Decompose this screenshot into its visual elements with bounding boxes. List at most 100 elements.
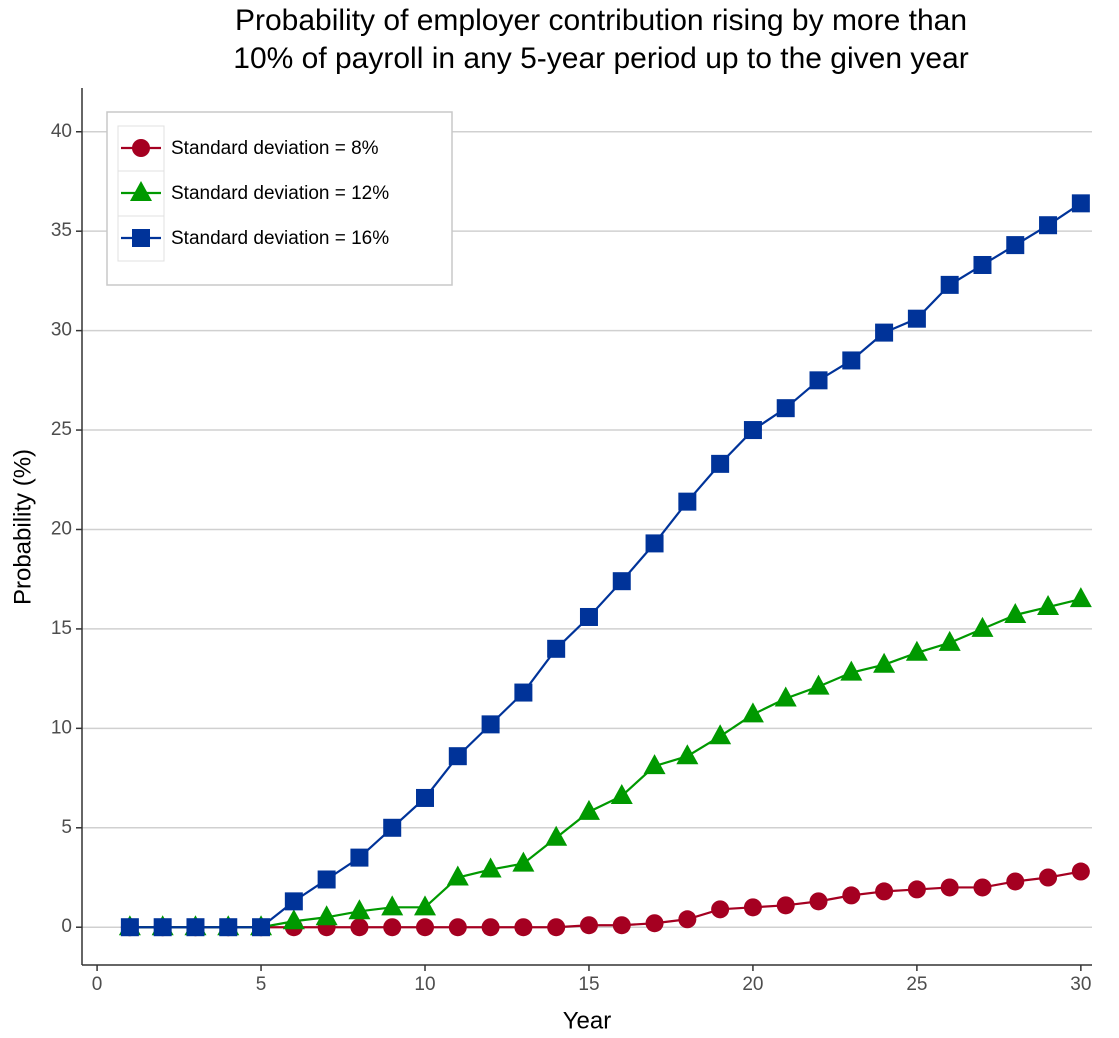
marker: [645, 914, 664, 933]
marker: [381, 895, 404, 916]
series-line: [129, 598, 1082, 929]
x-tick-label: 10: [414, 974, 435, 995]
y-tick-label: 35: [51, 220, 72, 241]
x-tick-label: 0: [92, 974, 103, 995]
marker: [776, 399, 795, 418]
marker: [807, 674, 830, 695]
marker: [1006, 872, 1025, 891]
marker: [938, 630, 961, 651]
marker: [448, 747, 467, 766]
marker: [383, 818, 402, 837]
marker: [512, 851, 535, 872]
marker: [383, 918, 402, 937]
chart-title: 10% of payroll in any 5-year period up t…: [233, 42, 968, 75]
marker: [282, 909, 305, 930]
marker: [284, 892, 303, 911]
marker: [840, 660, 863, 681]
marker: [610, 783, 633, 804]
marker: [416, 918, 435, 937]
marker: [643, 754, 666, 775]
y-tick-label: 0: [61, 916, 72, 937]
marker: [907, 880, 926, 899]
marker: [448, 918, 467, 937]
marker: [873, 652, 896, 673]
marker: [1071, 862, 1090, 881]
y-tick-label: 10: [51, 717, 72, 738]
marker: [971, 616, 994, 637]
marker: [973, 878, 992, 897]
marker: [678, 910, 697, 929]
marker: [153, 918, 172, 937]
marker: [547, 639, 566, 658]
marker: [875, 323, 894, 342]
marker: [514, 683, 533, 702]
marker: [709, 724, 732, 745]
marker: [481, 918, 500, 937]
marker: [350, 918, 369, 937]
marker: [186, 918, 205, 937]
y-tick-label: 5: [61, 817, 72, 838]
marker: [1004, 602, 1027, 623]
chart-title: Probability of employer contribution ris…: [235, 4, 967, 37]
marker: [547, 918, 566, 937]
marker: [774, 686, 797, 707]
marker: [1039, 868, 1058, 887]
legend-marker: [130, 181, 152, 201]
marker: [446, 865, 469, 886]
marker: [743, 898, 762, 917]
x-axis-title: Year: [563, 1007, 612, 1034]
marker: [481, 715, 500, 734]
y-axis-title: Probability (%): [9, 449, 36, 605]
x-tick-label: 30: [1070, 974, 1091, 995]
marker: [612, 916, 631, 935]
legend-marker: [132, 229, 150, 247]
legend-label: Standard deviation = 8%: [171, 138, 379, 159]
marker: [940, 275, 959, 294]
marker: [842, 351, 861, 370]
marker: [1039, 216, 1058, 235]
marker: [579, 607, 598, 626]
marker: [973, 255, 992, 274]
marker: [479, 857, 502, 878]
x-tick-label: 5: [256, 974, 267, 995]
marker: [809, 371, 828, 390]
marker: [514, 918, 533, 937]
marker: [545, 825, 568, 846]
marker: [711, 454, 730, 473]
marker: [414, 895, 437, 916]
legend-label: Standard deviation = 16%: [171, 228, 389, 249]
marker: [1069, 587, 1092, 608]
marker: [120, 918, 139, 937]
marker: [252, 918, 271, 937]
marker: [348, 899, 371, 920]
marker: [645, 534, 664, 553]
x-tick-label: 15: [578, 974, 599, 995]
marker: [711, 900, 730, 919]
marker: [350, 848, 369, 867]
marker: [317, 870, 336, 889]
marker: [579, 916, 598, 935]
marker: [809, 892, 828, 911]
legend-marker: [132, 139, 150, 157]
marker: [577, 799, 600, 820]
marker: [842, 886, 861, 905]
marker: [676, 744, 699, 765]
marker: [678, 492, 697, 511]
marker: [743, 421, 762, 440]
marker: [940, 878, 959, 897]
marker: [1006, 236, 1025, 255]
x-tick-label: 20: [742, 974, 763, 995]
y-tick-label: 40: [51, 121, 72, 142]
marker: [315, 905, 338, 926]
legend-label: Standard deviation = 12%: [171, 183, 389, 204]
series-line: [129, 202, 1082, 929]
x-tick-label: 25: [906, 974, 927, 995]
marker: [905, 640, 928, 661]
marker: [219, 918, 238, 937]
marker: [612, 572, 631, 591]
y-tick-label: 25: [51, 419, 72, 440]
marker: [741, 702, 764, 723]
y-tick-label: 30: [51, 320, 72, 341]
marker: [875, 882, 894, 901]
